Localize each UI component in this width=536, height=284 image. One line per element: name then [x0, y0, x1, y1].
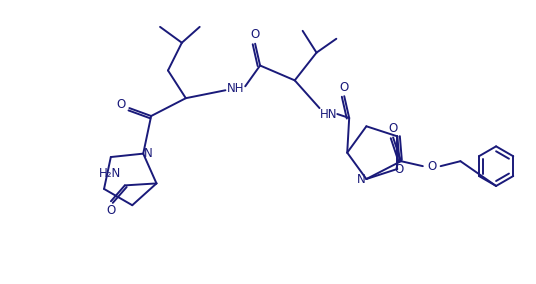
Text: O: O: [340, 81, 349, 94]
Text: O: O: [394, 162, 404, 176]
Text: O: O: [106, 204, 116, 217]
Text: O: O: [250, 28, 260, 41]
Text: H₂N: H₂N: [99, 167, 121, 180]
Text: NH: NH: [227, 82, 244, 95]
Text: O: O: [427, 160, 436, 173]
Text: N: N: [356, 172, 366, 185]
Text: HN: HN: [319, 108, 337, 120]
Text: O: O: [117, 98, 126, 111]
Text: O: O: [389, 122, 398, 135]
Text: N: N: [144, 147, 153, 160]
